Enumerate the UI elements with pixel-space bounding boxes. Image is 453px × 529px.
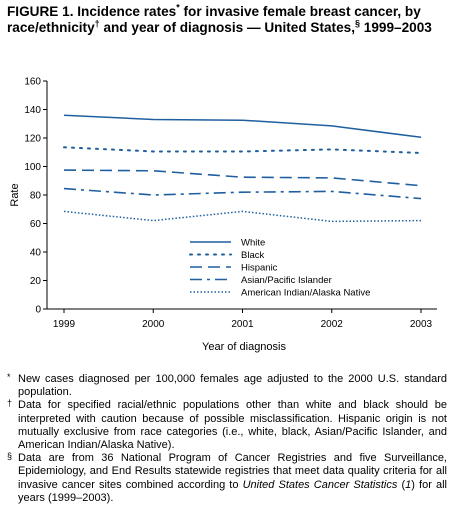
footnote-mark: * — [7, 372, 11, 382]
y-tick-label: 40 — [30, 248, 42, 259]
footnote-text: Data are from 36 National Program of Can… — [18, 452, 447, 491]
footnote-text: Data for specified racial/ethnic populat… — [18, 399, 447, 452]
footnote-mark: † — [7, 398, 13, 409]
series-lines — [63, 114, 422, 223]
y-tick-label: 60 — [30, 219, 42, 230]
y-axis-label: Rate — [9, 183, 21, 206]
legend-label: White — [241, 238, 265, 249]
title-text: for invasive female breast cancer, by ra… — [7, 4, 421, 35]
title-text: and year of diagnosis — United States, — [99, 20, 355, 35]
footnote-mark: * — [176, 2, 180, 13]
series-line-5 — [63, 210, 422, 223]
reference-number: 1 — [405, 478, 412, 491]
series-line-4 — [63, 187, 422, 200]
x-tick-label: 2000 — [142, 319, 165, 330]
footnote-1: * New cases diagnosed per 100,000 females… — [7, 372, 447, 399]
y-tick-label: 100 — [24, 162, 41, 173]
y-tick-label: 0 — [35, 305, 41, 316]
y-tick-label: 20 — [30, 276, 42, 287]
footnote-2: † Data for specified racial/ethnic popula… — [7, 398, 447, 452]
footnote-text: ( — [397, 478, 406, 491]
y-tick-label: 120 — [24, 134, 41, 145]
series-line-1 — [63, 114, 422, 139]
footnote-text: New cases diagnosed per 100,000 females … — [18, 373, 447, 399]
footnote-mark: † — [94, 18, 100, 29]
y-tick-label: 140 — [24, 105, 41, 116]
figure-title: FIGURE 1. Incidence rates* for invasive … — [7, 2, 447, 36]
line-chart: 0 20 40 60 80 100 120 140 160 1999 2000 2001 2002 200… — [9, 77, 437, 353]
x-tick-label: 2003 — [410, 319, 433, 330]
footnotes: * New cases diagnosed per 100,000 females… — [7, 372, 448, 505]
footnote-text: ) for all years (1999–2003). — [18, 478, 448, 504]
reference-title: United States Cancer Statistics — [242, 478, 398, 491]
x-axis-label: Year of diagnosis — [202, 341, 286, 353]
y-tick-label: 160 — [24, 77, 41, 88]
footnote-mark: § — [7, 451, 13, 462]
series-line-3 — [63, 169, 422, 187]
x-tick-label: 2001 — [231, 319, 254, 330]
x-tick-label: 1999 — [53, 319, 76, 330]
footnote-mark: § — [355, 18, 361, 29]
legend-label: Black — [241, 250, 264, 261]
legend-label: American Indian/Alaska Native — [241, 288, 370, 299]
title-text: FIGURE 1. Incidence rates — [7, 4, 177, 19]
series-line-2 — [63, 146, 422, 154]
y-tick-label: 80 — [30, 191, 42, 202]
footnote-3: § Data are from 36 National Program of Ca… — [7, 451, 448, 505]
legend-label: Asian/Pacific Islander — [241, 275, 332, 286]
title-text: 1999–2003 — [360, 20, 432, 35]
axes: 0 20 40 60 80 100 120 140 160 1999 2000 2001 2002 200… — [9, 77, 437, 353]
x-tick-label: 2002 — [321, 319, 344, 330]
legend-label: Hispanic — [241, 263, 278, 274]
